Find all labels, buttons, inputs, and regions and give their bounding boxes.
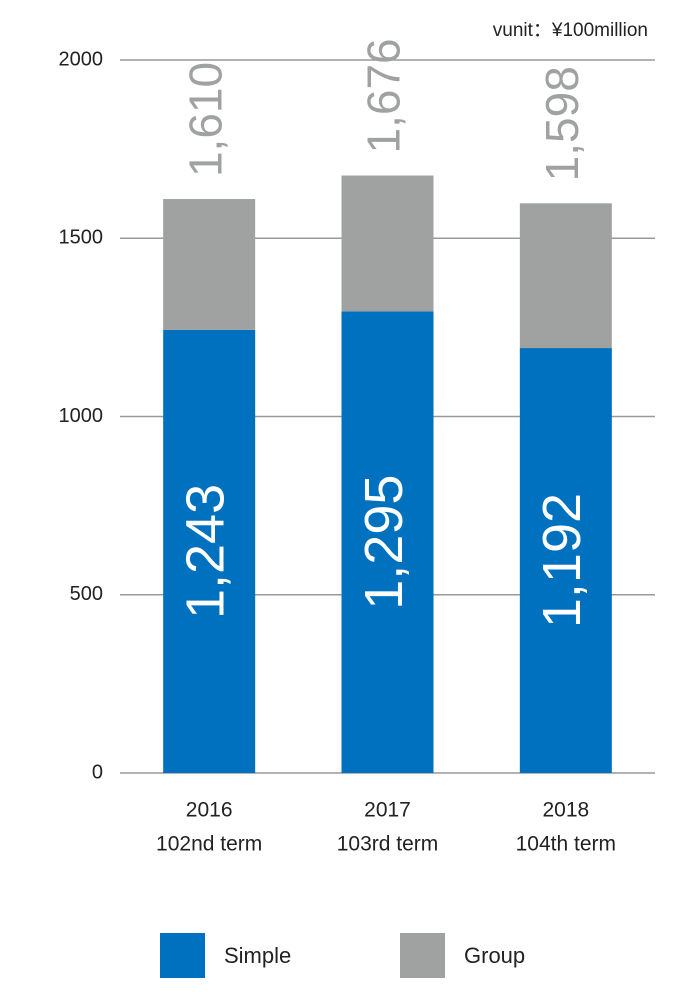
y-tick-label: 500 xyxy=(70,583,103,605)
x-tick-label: 2016 xyxy=(186,799,233,822)
total-label: 1,676 xyxy=(358,38,410,153)
total-label: 1,598 xyxy=(536,66,588,181)
bar-segment xyxy=(519,203,612,349)
legend-swatch xyxy=(400,933,445,978)
bar-segment xyxy=(163,329,256,773)
y-tick-label: 2000 xyxy=(59,48,104,70)
legend-label: Group xyxy=(464,943,525,968)
y-tick-label: 0 xyxy=(92,761,103,783)
unit-label: vunit：¥100million xyxy=(493,20,648,41)
bar-value-label: 1,243 xyxy=(175,484,235,619)
x-tick-sublabel: 103rd term xyxy=(337,833,439,856)
x-tick-sublabel: 102nd term xyxy=(156,833,262,856)
bar-value-label: 1,192 xyxy=(532,493,592,628)
x-tick-label: 2018 xyxy=(542,799,589,822)
y-tick-label: 1500 xyxy=(59,227,104,249)
x-tick-sublabel: 104th term xyxy=(516,833,616,856)
x-tick-label: 2017 xyxy=(364,799,411,822)
bar-segment xyxy=(341,311,434,773)
legend-swatch xyxy=(160,933,205,978)
bar-segment xyxy=(519,348,612,773)
y-tick-label: 1000 xyxy=(59,405,104,427)
bar-value-label: 1,295 xyxy=(354,475,414,610)
total-label: 1,610 xyxy=(179,62,231,177)
legend-label: Simple xyxy=(224,943,291,968)
bar-segment xyxy=(163,199,256,330)
bar-segment xyxy=(341,175,434,312)
